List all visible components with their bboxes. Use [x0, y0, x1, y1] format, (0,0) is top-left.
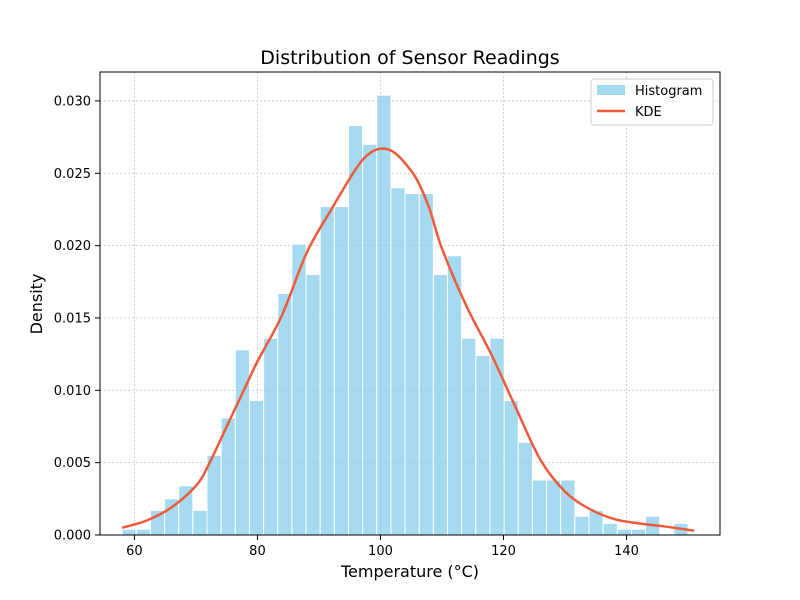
- histogram-bar: [404, 193, 420, 536]
- histogram-bar: [376, 94, 392, 536]
- histogram-bar: [531, 479, 548, 536]
- y-tick-label: 0.005: [54, 456, 91, 471]
- histogram-bar: [121, 528, 137, 536]
- y-axis-label: Density: [27, 274, 46, 335]
- x-axis-label: Temperature (°C): [340, 562, 479, 581]
- histogram-bar: [206, 454, 222, 536]
- histogram-bar: [447, 255, 463, 536]
- x-tick-label: 100: [368, 544, 393, 559]
- histogram-bar: [517, 441, 533, 536]
- histogram-bar: [418, 193, 434, 536]
- histogram-bar: [630, 528, 647, 536]
- histogram-bar: [248, 399, 265, 536]
- y-tick-label: 0.010: [54, 384, 91, 399]
- histogram-bar: [263, 337, 279, 536]
- y-axis-ticks: 0.000 0.005 0.010 0.015 0.020 0.025 0.030: [54, 94, 100, 544]
- x-tick-label: 80: [249, 544, 266, 559]
- histogram-bar: [135, 528, 151, 536]
- histogram-bar: [432, 274, 449, 536]
- histogram-bar: [178, 485, 194, 536]
- histogram-bar: [503, 399, 519, 536]
- x-tick-label: 60: [126, 544, 143, 559]
- histogram-bars: [121, 94, 689, 536]
- legend-histogram-label: Histogram: [635, 84, 702, 99]
- histogram-bar: [305, 274, 321, 536]
- histogram-bar: [616, 528, 632, 536]
- y-tick-label: 0.030: [54, 94, 91, 109]
- histogram-bar: [390, 187, 406, 536]
- histogram-bar: [277, 292, 293, 536]
- histogram-bar: [574, 515, 590, 536]
- legend-histogram-swatch: [597, 85, 625, 95]
- legend-kde-label: KDE: [635, 105, 662, 120]
- histogram-bar: [347, 125, 364, 536]
- histogram-bar: [234, 349, 250, 536]
- y-tick-label: 0.000: [54, 529, 91, 544]
- histogram-bar: [319, 206, 335, 536]
- x-tick-label: 120: [491, 544, 516, 559]
- kde-line: [121, 147, 695, 532]
- histogram-bar: [362, 143, 378, 536]
- histogram-bar: [546, 479, 562, 536]
- x-axis-ticks: 60 80 100 120 140: [126, 535, 639, 559]
- histogram-bar: [333, 206, 349, 536]
- histogram-bar: [461, 337, 477, 536]
- legend: Histogram KDE: [590, 78, 714, 126]
- histogram-bar: [475, 355, 491, 536]
- plot-frame: [99, 71, 721, 536]
- y-tick-label: 0.020: [54, 239, 91, 254]
- chart-title: Distribution of Sensor Readings: [260, 47, 559, 69]
- histogram-bar: [192, 509, 208, 536]
- x-tick-label: 140: [614, 544, 639, 559]
- y-tick-label: 0.025: [54, 167, 91, 182]
- y-tick-label: 0.015: [54, 311, 91, 326]
- histogram-bar: [602, 522, 618, 536]
